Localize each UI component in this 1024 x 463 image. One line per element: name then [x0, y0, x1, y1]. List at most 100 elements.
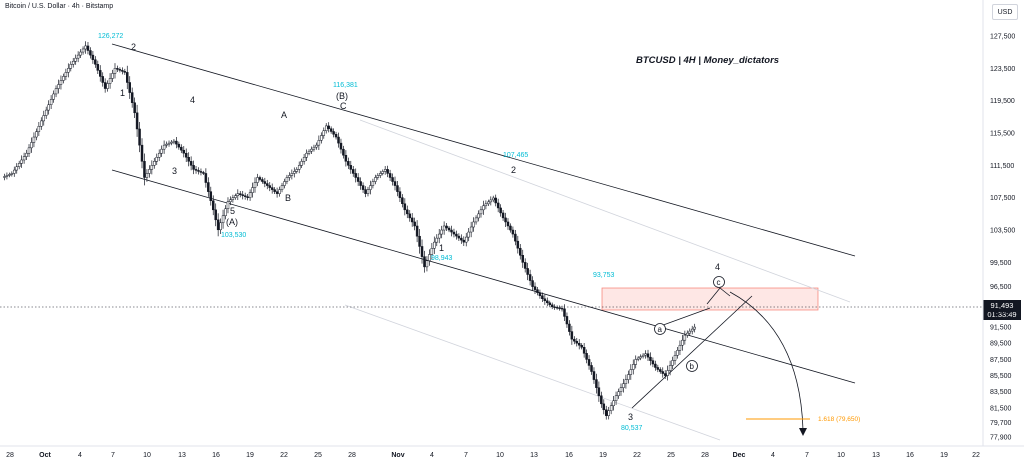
candle-body — [320, 135, 323, 141]
candle-body — [145, 173, 149, 178]
candle-body — [202, 172, 205, 174]
candle-body — [157, 152, 161, 158]
candle-body — [536, 289, 539, 293]
candle-body — [290, 173, 294, 176]
candle-body — [649, 356, 652, 361]
candle-body — [413, 221, 416, 227]
candle-body — [619, 387, 623, 392]
fib-level-label: 1.618 (79,650) — [818, 416, 860, 423]
candle-body — [450, 229, 453, 233]
candle-body — [35, 131, 38, 138]
candle-body — [54, 88, 58, 95]
candle-body — [182, 149, 186, 154]
time-axis-tick: 10 — [496, 452, 504, 459]
wave-label-3-second: 3 — [628, 412, 633, 422]
candle-body — [430, 248, 434, 255]
time-axis-tick: 16 — [906, 452, 914, 459]
candle-body — [67, 68, 70, 73]
candle-body — [13, 169, 16, 174]
candle-body — [681, 339, 684, 346]
candle-body — [654, 363, 657, 368]
price-label-98943: 98,943 — [431, 255, 453, 262]
wave-label-B: B — [285, 193, 291, 203]
candle-body — [418, 235, 421, 247]
candle-body — [570, 331, 574, 340]
projection-path-c — [706, 287, 731, 305]
candlestick-series — [3, 41, 696, 420]
candle-body — [477, 213, 480, 219]
candle-body — [521, 255, 524, 263]
candle-body — [550, 304, 554, 308]
candle-body — [592, 371, 596, 380]
candle-body — [5, 175, 9, 177]
candle-body — [433, 241, 436, 249]
currency-button[interactable]: USD — [992, 4, 1018, 20]
candle-body — [678, 344, 682, 351]
wedge-line-upper — [654, 307, 711, 329]
candle-body — [376, 175, 380, 178]
candle-body — [231, 197, 235, 200]
time-axis-tick: 4 — [78, 452, 82, 459]
current-price-value: 91,493 — [990, 301, 1014, 310]
candle-body — [300, 161, 303, 166]
price-axis[interactable]: 127,500 123,500 119,500 115,500 111,500 107,5… — [982, 0, 1015, 446]
candle-body — [464, 236, 468, 243]
candle-body — [617, 391, 620, 397]
candle-body — [118, 69, 122, 71]
time-axis-tick: 28 — [6, 452, 14, 459]
candle-body — [661, 371, 664, 374]
price-axis-tick: 91,500 — [990, 325, 1012, 332]
candle-body — [64, 72, 68, 77]
candle-body — [94, 59, 97, 65]
candle-body — [354, 173, 357, 178]
candle-body — [577, 342, 581, 346]
candle-body — [334, 134, 338, 138]
price-axis-tick: 119,500 — [990, 98, 1015, 105]
candle-body — [381, 171, 384, 174]
candle-body — [582, 347, 586, 354]
time-axis[interactable]: 28 Oct 4 7 10 13 16 19 22 25 28 Nov 4 7 10 13 16 19 22 25 28… — [0, 445, 1024, 459]
projection-arrow-path — [729, 291, 804, 431]
candle-body — [614, 395, 618, 401]
channel-lower-line — [111, 169, 856, 384]
candle-body — [447, 227, 451, 231]
candle-body — [3, 176, 6, 178]
candle-body — [342, 148, 345, 156]
candle-body — [280, 185, 284, 190]
candle-body — [602, 403, 606, 411]
candle-body — [261, 179, 264, 182]
candle-body — [197, 170, 200, 172]
candle-body — [361, 185, 365, 190]
candle-body — [214, 209, 217, 221]
candle-body — [440, 229, 443, 235]
candle-body — [442, 225, 446, 231]
candle-body — [455, 233, 458, 237]
candle-body — [207, 182, 210, 192]
candle-body — [366, 189, 370, 194]
candle-body — [509, 225, 512, 231]
candle-body — [364, 189, 367, 194]
candle-body — [219, 222, 222, 231]
wave-label-a: a — [658, 325, 663, 334]
candle-body — [337, 136, 340, 144]
candle-body — [86, 45, 90, 51]
price-label-116381: 116,381 — [333, 82, 358, 89]
candle-body — [275, 191, 279, 194]
candle-body — [408, 213, 411, 219]
candle-body — [482, 205, 485, 211]
candle-body — [52, 93, 55, 100]
candle-body — [130, 92, 134, 103]
wave-label-4-first: 4 — [190, 95, 195, 105]
candle-body — [501, 212, 505, 219]
candle-body — [57, 84, 60, 89]
candle-body — [177, 143, 181, 148]
projection-arrowhead — [799, 428, 807, 436]
candle-body — [546, 300, 549, 304]
candle-body — [690, 328, 694, 332]
time-axis-tick: 25 — [314, 452, 322, 459]
price-label-107465: 107,465 — [503, 152, 528, 159]
price-label-103530: 103,530 — [221, 232, 246, 239]
candle-body — [612, 400, 615, 406]
candle-body — [229, 199, 232, 202]
